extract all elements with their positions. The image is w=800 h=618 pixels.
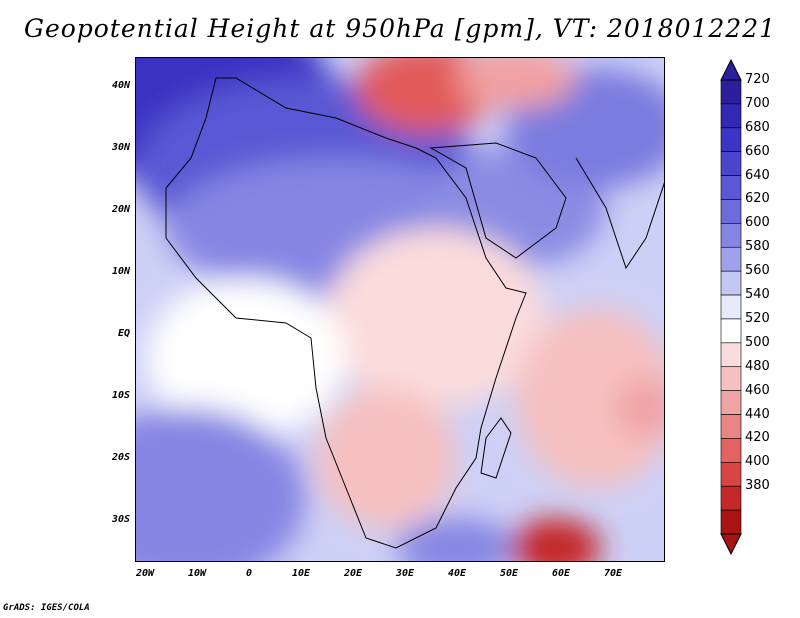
lon-label-60e: 60E [551,568,571,579]
lon-label-50e: 50E [499,568,519,579]
lon-label-20w: 20W [135,568,155,579]
field-south-africa [316,388,456,528]
colorbar-swatch-15 [720,438,742,463]
coastlines [165,77,664,549]
field-low-south [511,518,601,561]
field-indian-ocean [516,308,664,488]
field-indian-low [616,378,664,438]
colorbar-swatch-8 [720,270,742,296]
colorbar-swatch-3 [720,151,742,176]
colorbar-level-500: 500 [745,334,770,350]
height-field [136,58,664,561]
lat-label-20n: 20N [111,204,130,215]
field-low-caspian [456,58,576,108]
lat-label-eq: EQ [117,328,130,339]
colorbar-swatch-0 [720,79,742,105]
india-outline [575,157,664,270]
lat-label-30s: 30S [111,514,130,525]
madagascar-outline [480,417,512,479]
colorbar-level-440: 440 [745,406,770,422]
lat-label-40n: 40N [111,80,130,91]
colorbar-swatch-11 [720,342,742,368]
colorbar-swatch-12 [720,366,742,391]
colorbar-level-660: 660 [745,143,770,159]
lon-label-40e: 40E [447,568,467,579]
colorbar-level-480: 480 [745,358,770,374]
colorbar-level-680: 680 [745,119,770,135]
colorbar-level-720: 720 [745,72,770,87]
colorbar-swatch-6 [720,223,742,248]
colorbar-swatch-5 [720,199,742,224]
colorbar-swatch-1 [720,103,742,129]
colorbar-level-620: 620 [745,191,770,207]
colorbar-swatch-10 [720,318,742,344]
colorbar-swatch-4 [720,175,742,200]
colorbar-swatch-14 [720,414,742,439]
grads-footer: GrADS: IGES/COLA [3,603,90,613]
colorbar-level-460: 460 [745,382,770,398]
colorbar-level-380: 380 [745,478,770,494]
lon-label-20e: 20E [343,568,363,579]
colorbar-level-400: 400 [745,454,770,470]
colorbar-swatch-17 [720,485,742,511]
colorbar-swatch-18 [720,509,742,535]
colorbar-level-600: 600 [745,215,770,231]
field-gulf-guinea [146,278,346,438]
arabia-outline [429,142,567,259]
lon-label-0: 0 [245,568,253,579]
colorbar-swatch-7 [720,246,742,272]
colorbar-level-700: 700 [745,95,770,111]
colorbar-level-580: 580 [745,239,770,255]
map-title: Geopotential Height at 950hPa [gpm], VT:… [23,14,777,43]
field-central-africa [326,228,546,408]
map-svg [136,58,664,561]
colorbar-level-540: 540 [745,287,770,303]
colorbar-top-arrow [720,58,742,81]
lat-label-20s: 20S [111,452,130,463]
lon-label-10e: 10E [291,568,311,579]
lon-label-30e: 30E [395,568,415,579]
lon-label-10w: 10W [187,568,207,579]
colorbar-bottom-arrow [720,533,742,556]
colorbar-swatch-13 [720,390,742,415]
colorbar-swatch-16 [720,462,742,487]
colorbar-level-640: 640 [745,167,770,183]
africa-outline [165,77,527,549]
lat-label-10n: 10N [111,266,130,277]
colorbar-swatch-9 [720,294,742,320]
lat-label-10s: 10S [111,390,130,401]
colorbar-level-520: 520 [745,310,770,326]
colorbar-level-420: 420 [745,430,770,446]
map-panel [135,57,665,562]
lon-label-70e: 70E [603,568,623,579]
field-high-satlantic [136,408,306,561]
colorbar-level-560: 560 [745,263,770,279]
colorbar [720,58,742,556]
field-high-south [396,518,516,561]
colorbar-swatch-2 [720,127,742,152]
lat-label-30n: 30N [111,142,130,153]
